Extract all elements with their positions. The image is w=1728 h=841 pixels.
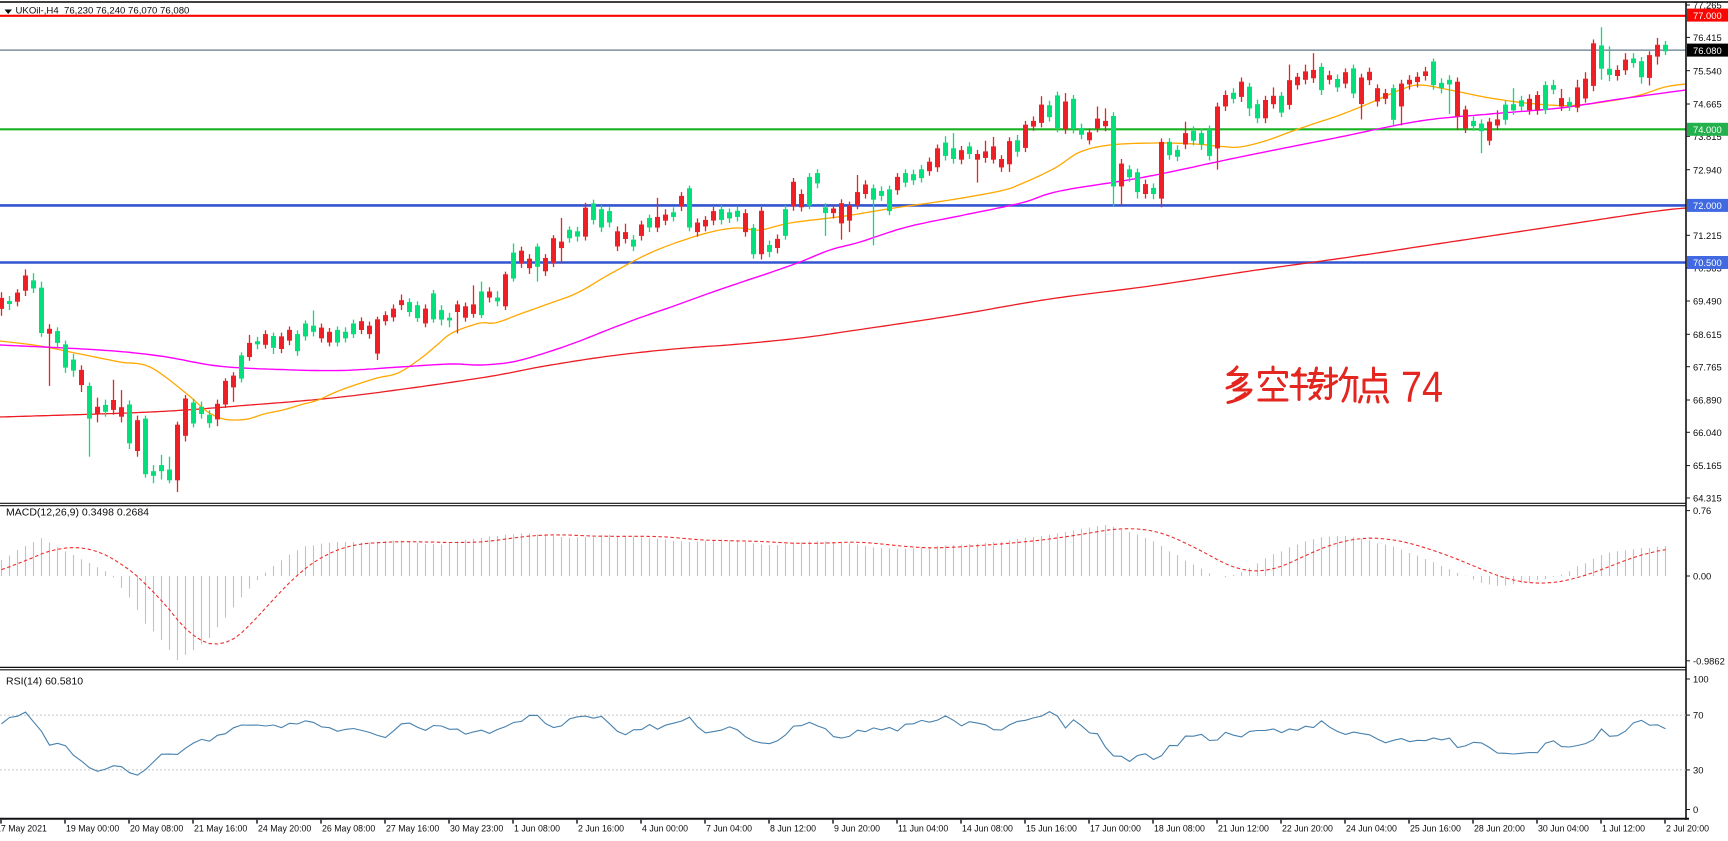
svg-text:77.000: 77.000 xyxy=(1693,10,1722,21)
svg-text:17 Jun 00:00: 17 Jun 00:00 xyxy=(1090,824,1141,834)
svg-text:19 May 00:00: 19 May 00:00 xyxy=(66,824,119,834)
svg-text:30: 30 xyxy=(1693,764,1703,775)
svg-text:76.080: 76.080 xyxy=(1693,45,1722,56)
svg-text:68.615: 68.615 xyxy=(1693,329,1722,340)
svg-text:1 Jun 08:00: 1 Jun 08:00 xyxy=(514,824,560,834)
svg-text:24 May 20:00: 24 May 20:00 xyxy=(258,824,311,834)
svg-text:8 Jun 12:00: 8 Jun 12:00 xyxy=(770,824,816,834)
svg-text:69.490: 69.490 xyxy=(1693,296,1722,307)
svg-text:72.940: 72.940 xyxy=(1693,164,1722,175)
svg-text:74.665: 74.665 xyxy=(1693,99,1722,110)
svg-text:9 Jun 20:00: 9 Jun 20:00 xyxy=(834,824,880,834)
svg-text:2 Jul 20:00: 2 Jul 20:00 xyxy=(1666,824,1709,834)
svg-text:26 May 08:00: 26 May 08:00 xyxy=(322,824,375,834)
svg-text:65.165: 65.165 xyxy=(1693,460,1722,471)
svg-text:18 Jun 08:00: 18 Jun 08:00 xyxy=(1154,824,1205,834)
svg-text:14 Jun 08:00: 14 Jun 08:00 xyxy=(962,824,1013,834)
svg-text:72.000: 72.000 xyxy=(1693,200,1722,211)
svg-text:20 May 08:00: 20 May 08:00 xyxy=(130,824,183,834)
svg-text:24 Jun 04:00: 24 Jun 04:00 xyxy=(1346,824,1397,834)
svg-text:66.040: 66.040 xyxy=(1693,427,1722,438)
svg-text:27 May 16:00: 27 May 16:00 xyxy=(386,824,439,834)
svg-text:70: 70 xyxy=(1693,710,1703,721)
svg-text:21 May 16:00: 21 May 16:00 xyxy=(194,824,247,834)
svg-text:74: 74 xyxy=(1401,363,1443,412)
svg-text:100: 100 xyxy=(1693,674,1709,685)
svg-text:4 Jun 00:00: 4 Jun 00:00 xyxy=(642,824,688,834)
svg-text:64.315: 64.315 xyxy=(1693,493,1722,504)
svg-text:11 Jun 04:00: 11 Jun 04:00 xyxy=(898,824,948,834)
svg-text:30 May 23:00: 30 May 23:00 xyxy=(450,824,503,834)
svg-text:25 Jun 16:00: 25 Jun 16:00 xyxy=(1410,824,1461,834)
svg-text:17 May 2021: 17 May 2021 xyxy=(0,824,47,834)
svg-text:77.265: 77.265 xyxy=(1693,0,1722,11)
svg-text:75.540: 75.540 xyxy=(1693,65,1722,76)
svg-text:0.00: 0.00 xyxy=(1693,571,1711,582)
svg-text:7 Jun 04:00: 7 Jun 04:00 xyxy=(706,824,752,834)
svg-text:RSI(14) 60.5810: RSI(14) 60.5810 xyxy=(6,676,83,688)
svg-text:0: 0 xyxy=(1693,804,1698,815)
svg-text:1 Jul 12:00: 1 Jul 12:00 xyxy=(1602,824,1645,834)
svg-text:2 Jun 16:00: 2 Jun 16:00 xyxy=(578,824,624,834)
svg-text:30 Jun 04:00: 30 Jun 04:00 xyxy=(1538,824,1589,834)
svg-text:21 Jun 12:00: 21 Jun 12:00 xyxy=(1218,824,1269,834)
svg-text:28 Jun 20:00: 28 Jun 20:00 xyxy=(1474,824,1525,834)
svg-text:76.415: 76.415 xyxy=(1693,32,1722,43)
svg-text:71.215: 71.215 xyxy=(1693,230,1722,241)
svg-text:MACD(12,26,9) 0.3498 0.2684: MACD(12,26,9) 0.3498 0.2684 xyxy=(6,507,149,519)
svg-text:22 Jun 20:00: 22 Jun 20:00 xyxy=(1282,824,1333,834)
svg-text:66.890: 66.890 xyxy=(1693,395,1722,406)
svg-text:0.76: 0.76 xyxy=(1693,505,1711,516)
svg-text:UKOil-,H4 76,230 76,240 76,07: UKOil-,H4 76,230 76,240 76,070 76,080 xyxy=(16,6,190,17)
svg-text:15 Jun 16:00: 15 Jun 16:00 xyxy=(1026,824,1077,834)
svg-text:67.765: 67.765 xyxy=(1693,361,1722,372)
svg-text:70.500: 70.500 xyxy=(1693,257,1722,268)
svg-text:74.000: 74.000 xyxy=(1693,124,1722,135)
svg-text:73.815: 73.815 xyxy=(1693,131,1722,142)
svg-text:-0.9862: -0.9862 xyxy=(1693,655,1725,666)
